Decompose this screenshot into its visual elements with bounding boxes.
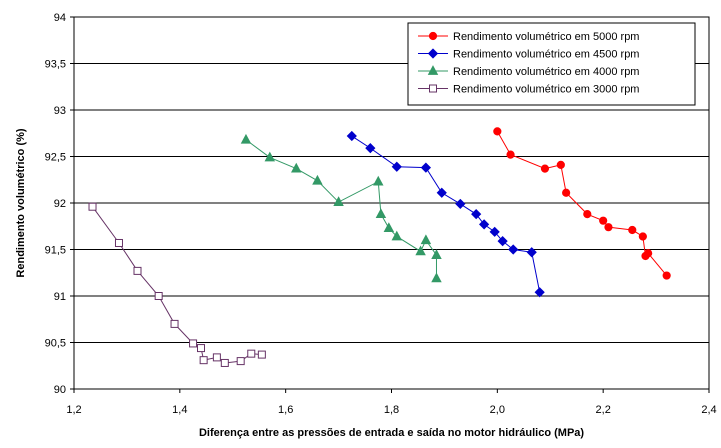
data-point — [133, 266, 142, 275]
y-tick-label: 94 — [54, 12, 66, 24]
data-point — [199, 356, 208, 365]
data-point — [506, 150, 515, 159]
data-point — [333, 196, 344, 206]
x-tick-label: 1,2 — [66, 404, 81, 416]
legend-marker — [429, 84, 437, 93]
data-point — [170, 319, 179, 328]
data-point — [415, 245, 426, 256]
data-point — [365, 143, 376, 154]
y-tick-label: 93,5 — [45, 59, 66, 71]
data-point — [508, 244, 519, 255]
data-point — [247, 349, 256, 358]
data-point — [583, 210, 592, 219]
series-4 — [88, 202, 266, 367]
data-point — [220, 358, 229, 367]
y-axis-ticks: 90 90,5 91 91,5 92 92,5 93 93,5 94 — [45, 12, 74, 396]
data-point — [264, 151, 276, 162]
x-tick-label: 2,0 — [490, 404, 505, 416]
data-point — [599, 216, 608, 225]
legend-item: Rendimento volumétrico em 5000 rpm — [418, 31, 639, 43]
legend-label: Rendimento volumétrico em 4500 rpm — [453, 49, 639, 61]
x-tick-label: 1,4 — [172, 404, 187, 416]
series-3 — [240, 133, 442, 283]
y-tick-label: 90 — [54, 384, 66, 396]
data-point — [375, 208, 387, 219]
data-point — [431, 272, 442, 283]
series-1 — [493, 127, 671, 280]
data-point — [436, 187, 447, 198]
y-tick-label: 93 — [54, 105, 66, 117]
y-tick-label: 91,5 — [45, 245, 66, 257]
data-point — [493, 127, 502, 136]
data-point — [312, 174, 323, 185]
data-point — [114, 238, 123, 247]
data-point — [540, 164, 550, 173]
data-point — [628, 225, 637, 235]
y-tick-label: 92 — [54, 198, 66, 210]
data-point — [562, 188, 571, 197]
legend-item: Rendimento volumétrico em 4500 rpm — [418, 48, 639, 61]
legend: Rendimento volumétrico em 5000 rpm Rendim… — [407, 22, 696, 106]
data-point — [420, 234, 432, 245]
data-point — [638, 232, 647, 241]
y-axis-title: Rendimento volumétrico (%) — [15, 128, 27, 277]
data-point — [154, 292, 163, 300]
legend-marker — [427, 48, 439, 59]
x-tick-label: 2,2 — [596, 404, 611, 416]
data-point — [455, 198, 466, 210]
data-point — [391, 230, 403, 241]
legend-item: Rendimento volumétrico em 4000 rpm — [418, 65, 639, 78]
data-point — [534, 287, 545, 298]
data-point — [212, 353, 221, 362]
data-point — [391, 161, 402, 172]
legend-marker — [427, 65, 439, 75]
legend-label: Rendimento volumétrico em 5000 rpm — [453, 31, 639, 43]
series-line — [92, 206, 262, 364]
data-point — [556, 160, 565, 169]
legend-label: Rendimento volumétrico em 4000 rpm — [453, 66, 639, 78]
data-point — [189, 339, 198, 348]
data-point — [197, 344, 205, 353]
legend-marker — [428, 31, 438, 41]
y-tick-label: 91 — [54, 291, 66, 303]
data-point — [291, 162, 302, 173]
x-tick-label: 1,6 — [278, 404, 293, 416]
data-point — [373, 175, 384, 186]
x-axis-ticks: 1,2 1,4 1,6 1,8 2,0 2,2 2,4 — [66, 389, 717, 416]
series-layer — [88, 127, 671, 367]
x-tick-label: 2,4 — [701, 404, 716, 416]
data-point — [662, 271, 671, 280]
data-point — [478, 219, 490, 230]
data-point — [420, 162, 432, 173]
data-point — [236, 357, 245, 366]
data-point — [471, 209, 482, 220]
legend-box — [407, 22, 696, 106]
x-axis-title: Diferença entre as pressões de entrada e… — [199, 427, 584, 439]
data-point — [431, 249, 442, 259]
legend-label: Rendimento volumétrico em 3000 rpm — [453, 84, 639, 96]
data-point — [383, 222, 395, 233]
data-point — [604, 223, 613, 232]
gridlines — [74, 63, 709, 343]
x-tick-label: 1,8 — [384, 404, 399, 416]
data-point — [497, 236, 508, 247]
data-point — [526, 247, 537, 258]
data-point — [489, 226, 500, 237]
y-tick-label: 90,5 — [45, 338, 66, 350]
data-point — [644, 249, 653, 258]
series-2 — [346, 130, 545, 298]
data-point — [240, 133, 252, 144]
data-point — [88, 202, 97, 211]
y-tick-label: 92,5 — [45, 152, 66, 164]
data-point — [346, 130, 357, 142]
data-point — [257, 350, 266, 359]
legend-item: Rendimento volumétrico em 3000 rpm — [418, 84, 639, 96]
